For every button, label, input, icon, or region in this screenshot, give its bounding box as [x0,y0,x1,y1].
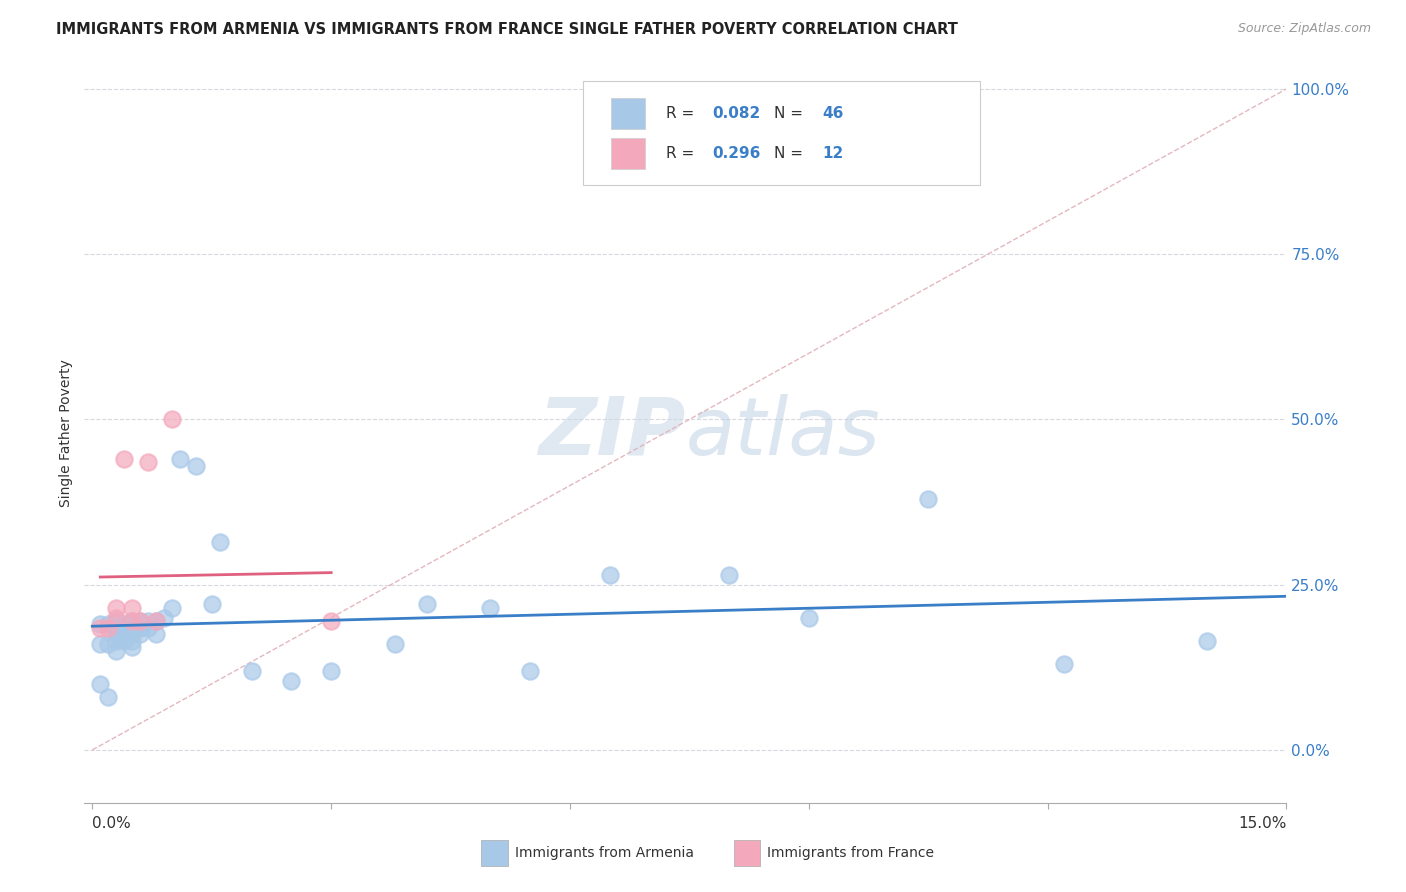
Point [112,621,135,635]
Point [153,611,176,625]
Text: 0.0%: 0.0% [93,816,131,831]
Point [97,621,120,635]
Point [105,627,128,641]
Text: atlas: atlas [686,393,880,472]
Point [105,611,128,625]
Point [1195,633,1218,648]
Point [112,627,135,641]
Point [129,627,152,641]
Point [97,637,120,651]
Point [599,567,621,582]
Point [89,617,111,632]
Point [112,452,135,467]
Point [121,614,143,628]
Point [129,614,152,628]
Point [184,458,207,473]
Point [112,617,135,632]
Point [121,624,143,638]
Text: R =: R = [666,146,699,161]
Text: N =: N = [775,146,808,161]
Text: 12: 12 [823,146,844,161]
Point [105,621,128,635]
Point [201,598,224,612]
Text: IMMIGRANTS FROM ARMENIA VS IMMIGRANTS FROM FRANCE SINGLE FATHER POVERTY CORRELAT: IMMIGRANTS FROM ARMENIA VS IMMIGRANTS FR… [56,22,957,37]
Text: 46: 46 [823,106,844,121]
Point [105,644,128,658]
Point [384,637,406,651]
Point [240,664,263,678]
Point [321,614,343,628]
Point [129,621,152,635]
Point [479,600,502,615]
Point [1052,657,1074,671]
Point [280,673,302,688]
FancyBboxPatch shape [481,840,508,866]
Point [105,600,128,615]
Point [160,600,183,615]
Point [136,621,159,635]
Text: 0.296: 0.296 [711,146,761,161]
Point [121,600,143,615]
Text: Immigrants from Armenia: Immigrants from Armenia [515,847,693,860]
Point [129,614,152,628]
FancyBboxPatch shape [610,138,644,169]
FancyBboxPatch shape [734,840,761,866]
Point [97,690,120,704]
Text: Source: ZipAtlas.com: Source: ZipAtlas.com [1237,22,1371,36]
Text: ZIP: ZIP [538,393,686,472]
Text: 15.0%: 15.0% [1239,816,1286,831]
Point [136,614,159,628]
Point [97,617,120,632]
Point [136,455,159,469]
Point [121,640,143,655]
Point [89,621,111,635]
Point [718,567,741,582]
Point [121,627,143,641]
Point [89,677,111,691]
Point [145,627,167,641]
Point [321,664,343,678]
Text: R =: R = [666,106,699,121]
Point [145,614,167,628]
Point [121,633,143,648]
Point [112,633,135,648]
Point [797,611,820,625]
FancyBboxPatch shape [610,98,644,129]
Point [519,664,541,678]
Point [169,452,191,467]
Point [208,534,231,549]
Point [160,412,183,426]
Point [105,614,128,628]
Point [105,633,128,648]
Y-axis label: Single Father Poverty: Single Father Poverty [59,359,73,507]
Point [89,637,111,651]
Point [121,614,143,628]
FancyBboxPatch shape [583,81,980,185]
Text: Immigrants from France: Immigrants from France [768,847,934,860]
Point [917,491,939,506]
Point [145,614,167,628]
Point [415,598,437,612]
Text: 0.082: 0.082 [711,106,761,121]
Text: N =: N = [775,106,808,121]
